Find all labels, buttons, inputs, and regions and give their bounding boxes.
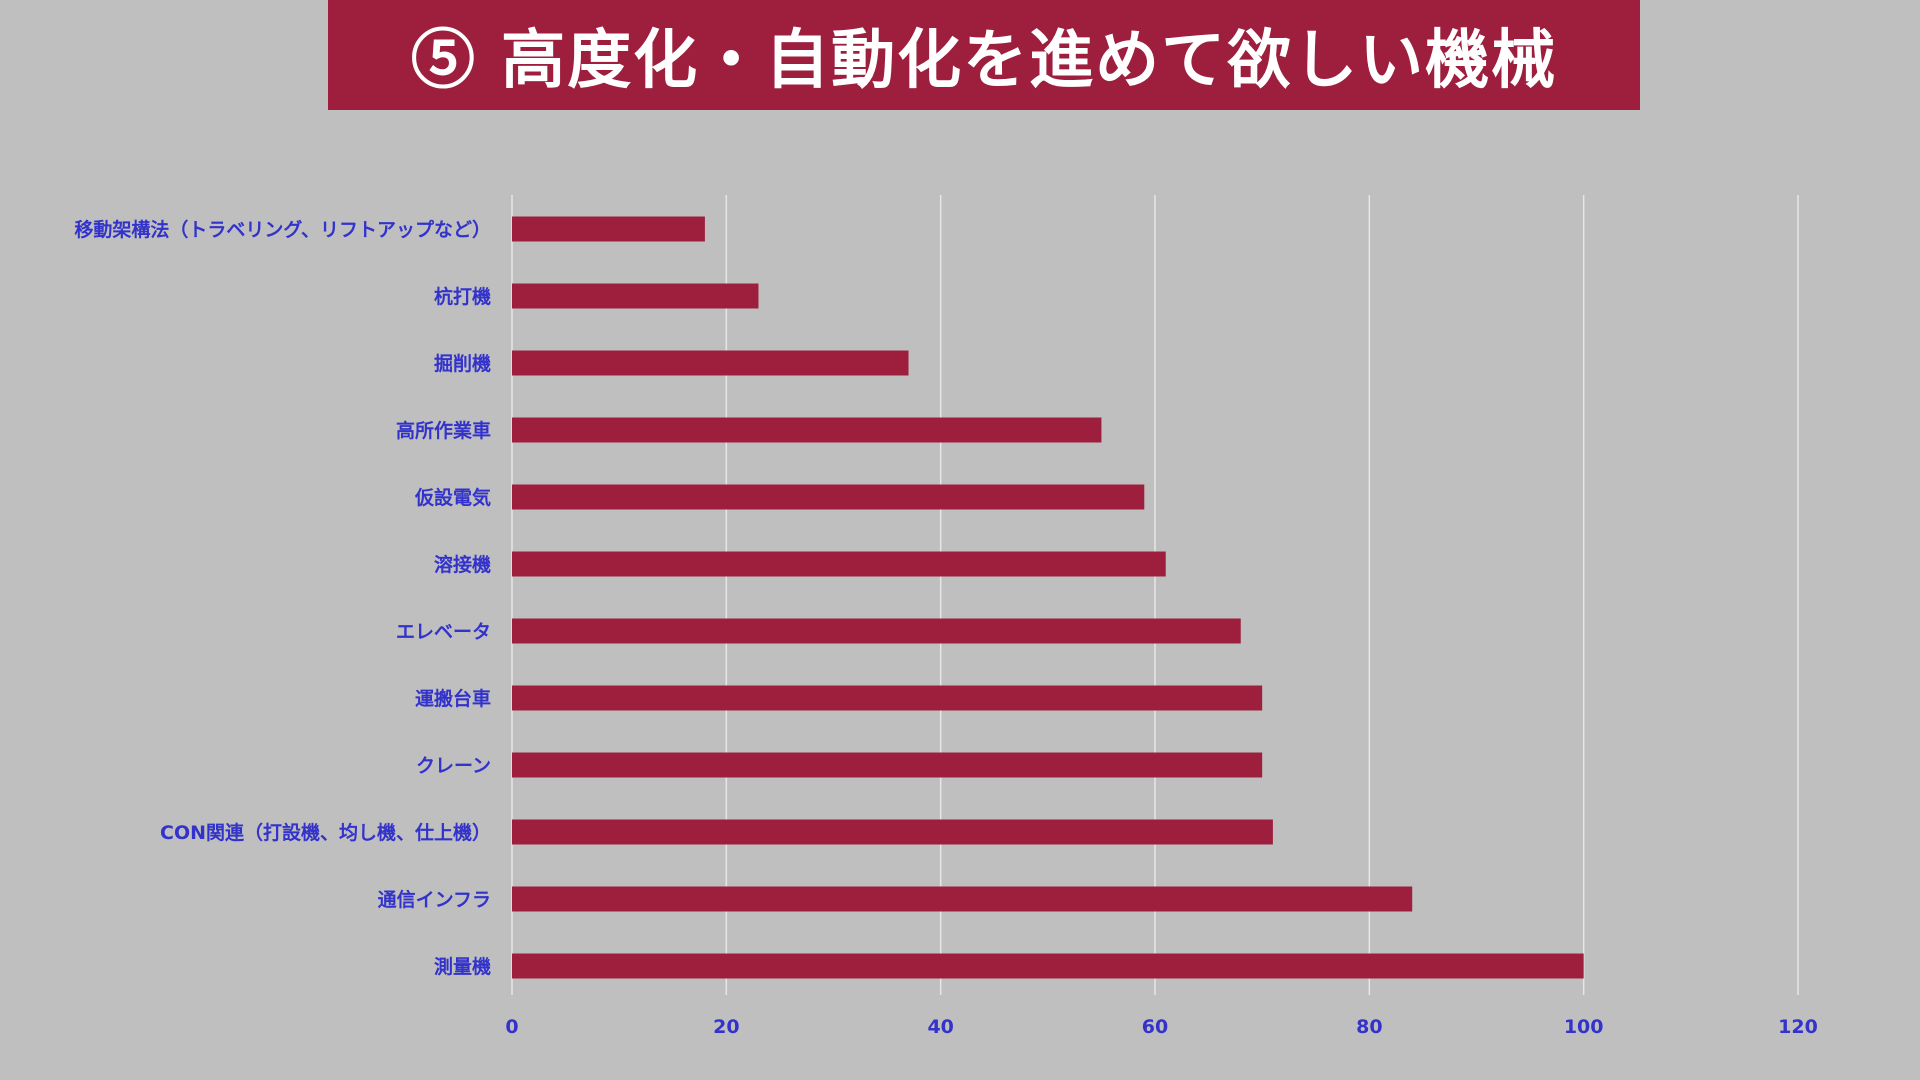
category-label: 測量機 (434, 955, 491, 978)
bar (512, 350, 909, 376)
category-label: 仮設電気 (414, 486, 491, 509)
x-tick-labels: 0 20 40 60 80 100 120 (505, 1016, 1817, 1038)
bar (512, 618, 1241, 644)
category-label: 掘削機 (434, 352, 491, 375)
category-label: 移動架構法（トラベリング、リフトアップなど） (74, 218, 491, 241)
bar (512, 551, 1166, 577)
bar (512, 417, 1102, 443)
bars (512, 216, 1584, 979)
category-label: クレーン (416, 755, 491, 777)
x-tick-label: 0 (505, 1016, 518, 1038)
bar (512, 953, 1584, 979)
bar (512, 484, 1145, 510)
bar (512, 752, 1263, 778)
category-label: 高所作業車 (396, 419, 491, 442)
x-tick-label: 80 (1356, 1016, 1382, 1038)
x-tick-label: 120 (1778, 1016, 1818, 1038)
gridlines (511, 195, 1799, 995)
bar (512, 886, 1413, 912)
category-label: エレベータ (396, 621, 491, 643)
category-label: CON関連（打設機、均し機、仕上機） (160, 821, 491, 844)
bar (512, 685, 1263, 711)
title-banner: ⑤ 高度化・自動化を進めて欲しい機械 (328, 0, 1640, 110)
category-label: 杭打機 (434, 285, 491, 308)
x-tick-label: 40 (927, 1016, 953, 1038)
page-title: ⑤ 高度化・自動化を進めて欲しい機械 (410, 23, 1558, 98)
category-label: 溶接機 (434, 553, 491, 576)
x-tick-label: 60 (1142, 1016, 1168, 1038)
x-tick-label: 20 (713, 1016, 739, 1038)
category-labels: 移動架構法（トラベリング、リフトアップなど） 杭打機掘削機高所作業車仮設電気溶接機… (74, 218, 491, 978)
x-tick-label: 100 (1564, 1016, 1604, 1038)
bar (512, 819, 1273, 845)
bar (512, 216, 705, 242)
category-label: 運搬台車 (415, 687, 491, 710)
category-label: 通信インフラ (378, 888, 491, 911)
bar (512, 283, 759, 309)
